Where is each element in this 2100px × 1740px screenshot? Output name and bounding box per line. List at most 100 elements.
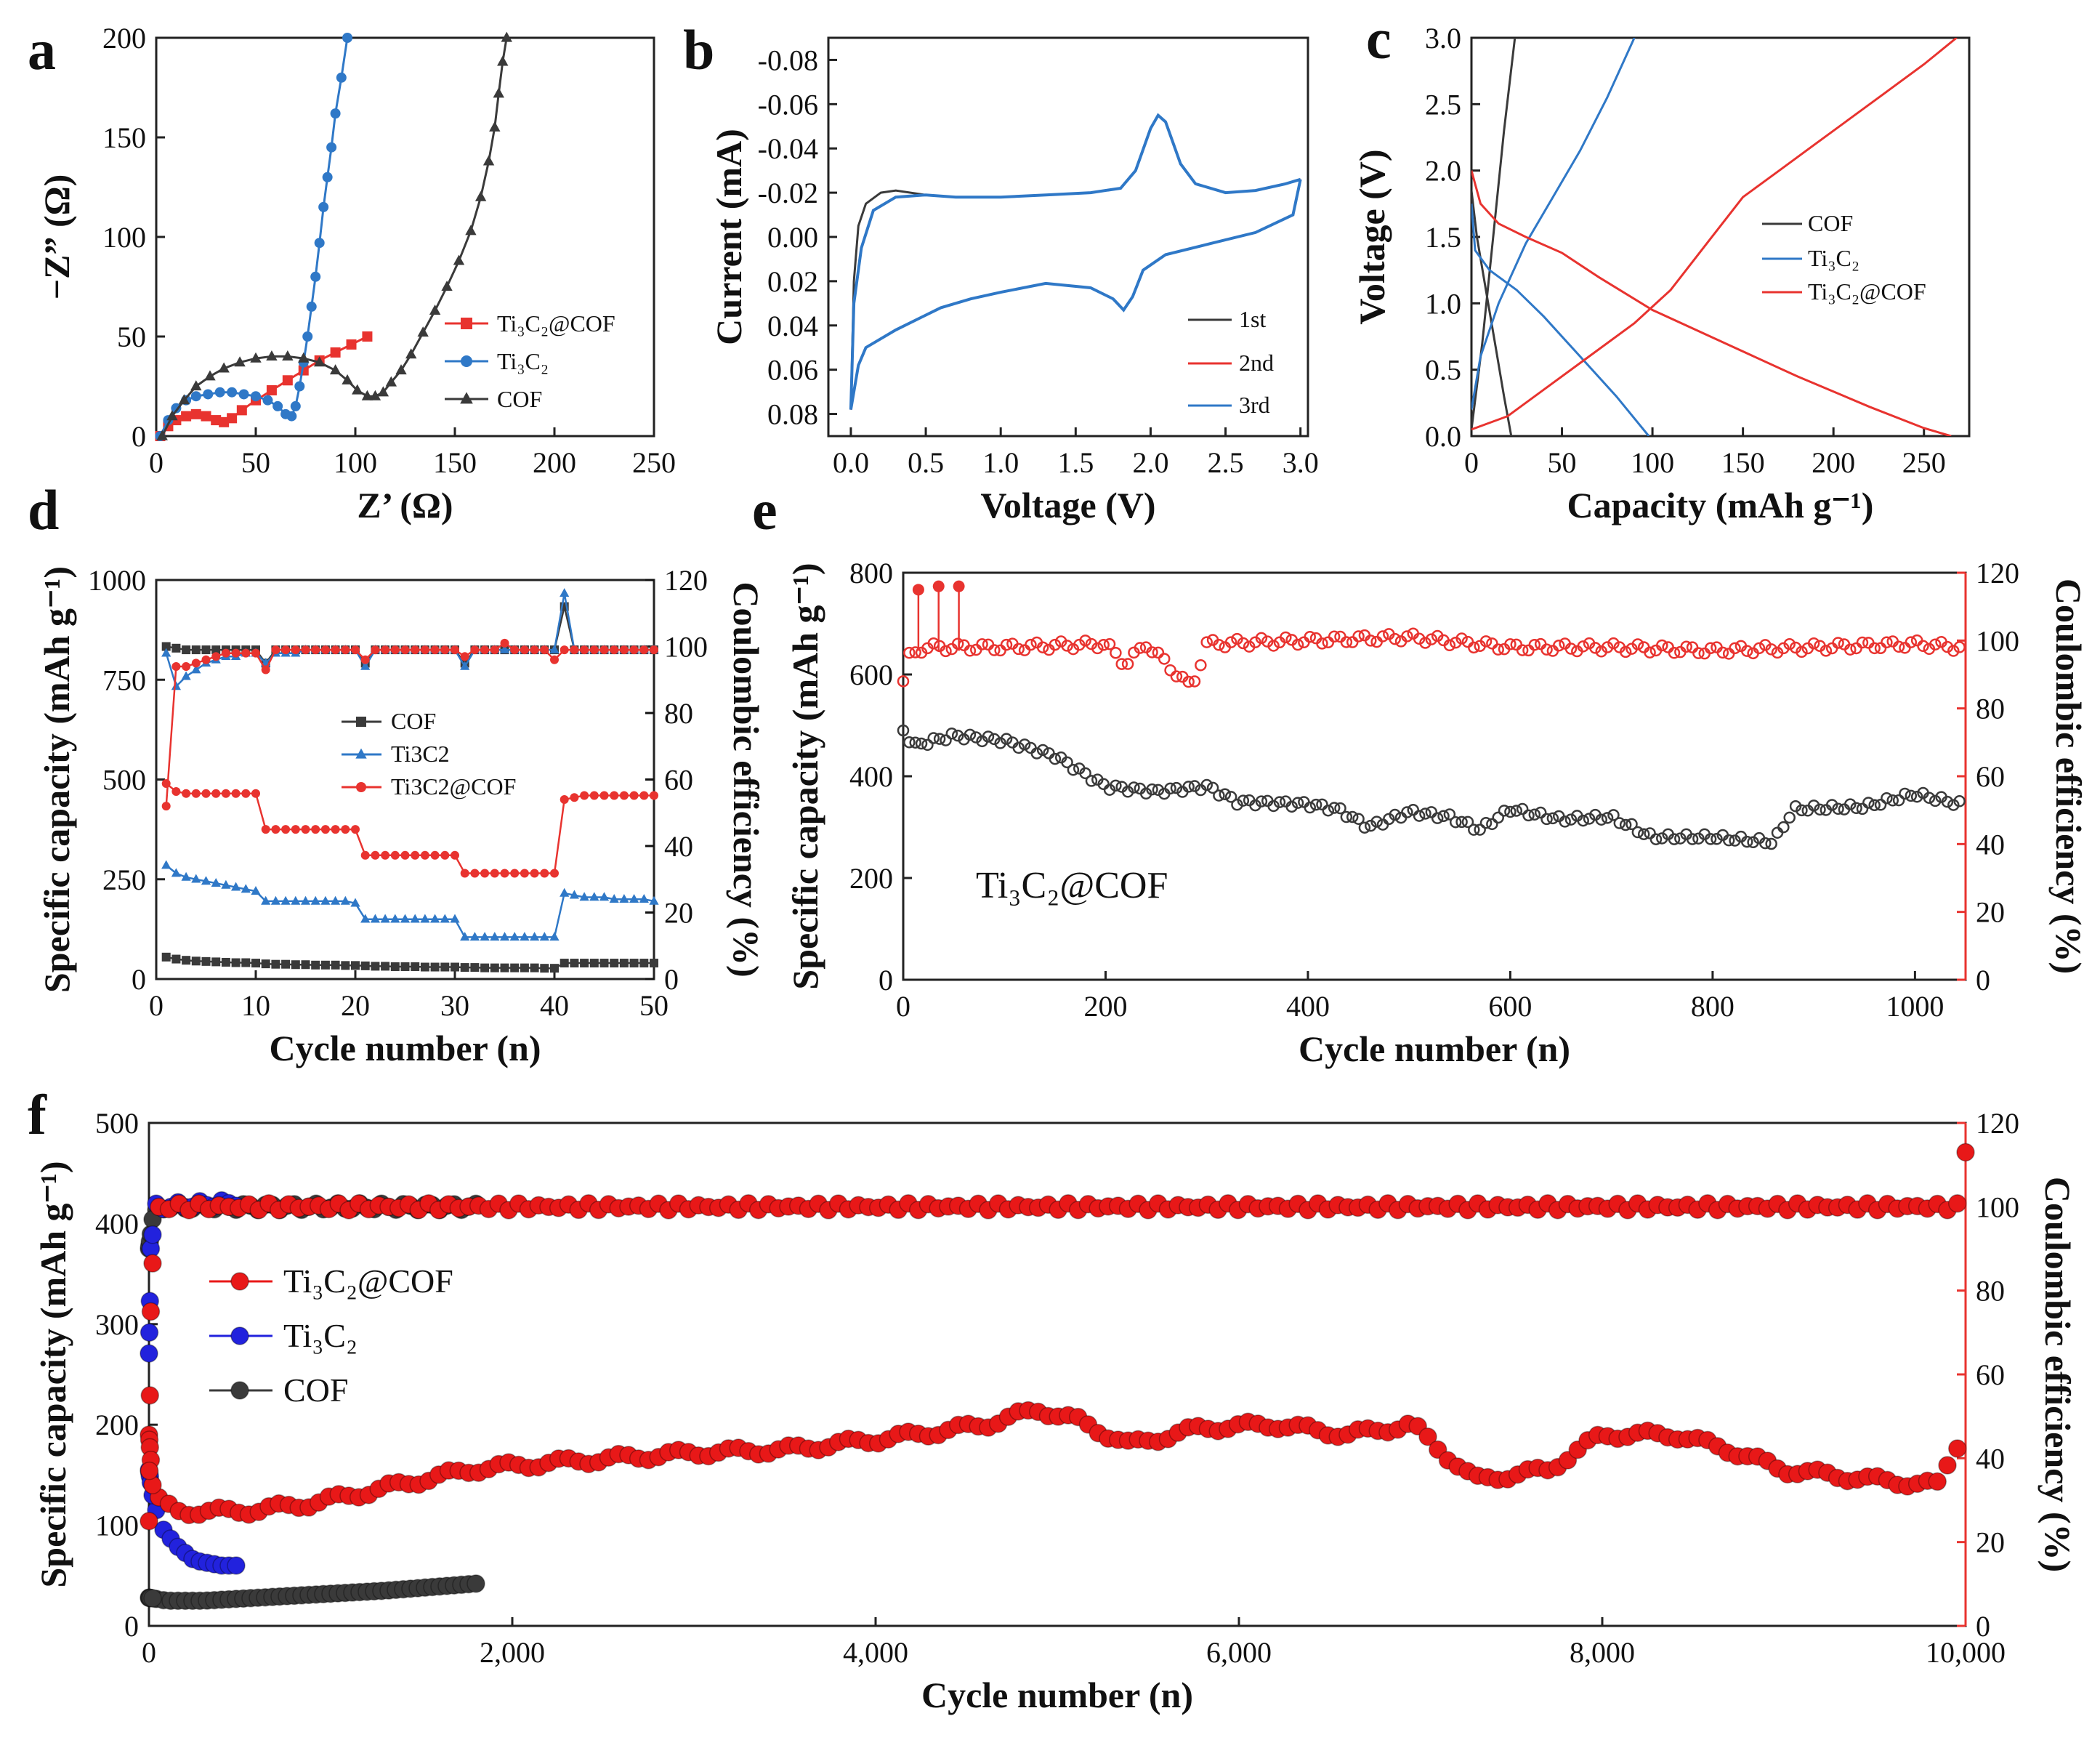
x-tick-label: 600 bbox=[1488, 990, 1532, 1023]
capacity-point bbox=[291, 825, 300, 834]
y2-tick-label: 40 bbox=[1976, 1442, 2005, 1475]
efficiency-point bbox=[140, 1386, 159, 1405]
efficiency-point bbox=[143, 1254, 162, 1273]
capacity-point bbox=[1637, 828, 1650, 840]
efficiency-point bbox=[1528, 638, 1541, 651]
capacity-point bbox=[639, 791, 649, 800]
efficiency-point bbox=[1237, 637, 1250, 650]
capacity-point bbox=[201, 789, 211, 798]
x-tick-label: 0 bbox=[142, 1636, 156, 1669]
efficiency-point bbox=[1025, 638, 1037, 651]
capacity-point bbox=[619, 791, 629, 800]
capacity-point bbox=[1079, 767, 1091, 780]
efficiency-point bbox=[311, 645, 320, 655]
capacity-point bbox=[569, 890, 579, 899]
legend-label: COF bbox=[1808, 210, 1853, 236]
efficiency-point bbox=[301, 645, 310, 655]
efficiency-point bbox=[1182, 675, 1195, 688]
x-axis-label: Cycle number (n) bbox=[269, 1028, 541, 1068]
capacity-point bbox=[1468, 823, 1480, 836]
x-tick-label: 20 bbox=[341, 989, 370, 1022]
x-tick-label: 200 bbox=[533, 446, 576, 479]
data-point bbox=[227, 413, 238, 424]
data-point bbox=[250, 352, 262, 363]
y-tick-label: 0.5 bbox=[1425, 354, 1461, 387]
capacity-point bbox=[915, 737, 928, 750]
efficiency-point bbox=[639, 645, 649, 655]
efficiency-point bbox=[1807, 637, 1820, 650]
capacity-point bbox=[589, 959, 599, 968]
efficiency-point bbox=[140, 1344, 158, 1363]
y2-tick-label: 120 bbox=[664, 564, 708, 597]
efficiency-point bbox=[1322, 636, 1335, 648]
efficiency-point bbox=[1061, 640, 1073, 652]
efficiency-point bbox=[451, 645, 459, 655]
x-tick-label: 2.0 bbox=[1132, 446, 1168, 479]
capacity-series bbox=[897, 724, 1966, 850]
x-tick-label: 1000 bbox=[1886, 990, 1944, 1023]
x-axis-label: Z’ (Ω) bbox=[357, 485, 453, 525]
data-point bbox=[214, 387, 225, 398]
x-tick-label: 40 bbox=[540, 989, 569, 1022]
capacity-point bbox=[1249, 799, 1261, 812]
capacity-point bbox=[1085, 775, 1098, 787]
panel-letter-a: a bbox=[28, 18, 56, 81]
efficiency-point bbox=[1522, 644, 1535, 657]
capacity-point bbox=[1929, 794, 1942, 807]
gcd-curve bbox=[1471, 190, 1513, 436]
capacity-point bbox=[619, 959, 629, 968]
efficiency-point bbox=[140, 1323, 159, 1342]
x-tick-label: 400 bbox=[1286, 990, 1330, 1023]
efficiency-spike-point bbox=[953, 580, 965, 592]
capacity-point bbox=[182, 789, 191, 798]
capacity-point bbox=[480, 869, 490, 878]
y-tick-label: 400 bbox=[95, 1207, 139, 1240]
capacity-point bbox=[1881, 792, 1893, 805]
efficiency-point bbox=[411, 645, 420, 655]
efficiency-point bbox=[970, 643, 982, 656]
y-tick-label: 0 bbox=[132, 963, 146, 996]
efficiency-point bbox=[1917, 640, 1929, 653]
efficiency-point bbox=[1820, 645, 1833, 657]
y2-tick-label: 20 bbox=[1976, 1526, 2005, 1559]
data-point bbox=[501, 31, 512, 42]
data-point bbox=[294, 381, 305, 392]
capacity-point bbox=[1626, 818, 1638, 831]
capacity-point bbox=[1449, 815, 1462, 829]
capacity-point bbox=[599, 892, 610, 901]
efficiency-point bbox=[1443, 639, 1456, 652]
legend-marker bbox=[355, 748, 367, 759]
data-point bbox=[266, 384, 277, 395]
y-axis-label: Current (mA) bbox=[708, 129, 749, 345]
efficiency-point bbox=[201, 645, 211, 655]
efficiency-point bbox=[560, 588, 570, 597]
capacity-point bbox=[1492, 811, 1504, 824]
efficiency-point bbox=[371, 645, 380, 655]
efficiency-point bbox=[1941, 640, 1954, 653]
capacity-point bbox=[1948, 1439, 1967, 1458]
y-tick-label: 0.02 bbox=[767, 265, 818, 298]
efficiency-point bbox=[994, 644, 1006, 657]
y-axis-label: Specific capacity (mAh g⁻¹) bbox=[785, 563, 825, 989]
x-tick-label: 6,000 bbox=[1206, 1636, 1272, 1669]
legend-marker bbox=[230, 1326, 249, 1345]
capacity-point bbox=[1419, 807, 1431, 820]
efficiency-point bbox=[420, 645, 429, 655]
capacity-point bbox=[1740, 835, 1753, 848]
capacity-point bbox=[510, 869, 520, 878]
data-point bbox=[166, 410, 178, 421]
efficiency-point bbox=[1188, 675, 1201, 688]
capacity-point bbox=[371, 962, 380, 971]
y-tick-label: 0 bbox=[132, 420, 146, 453]
efficiency-point bbox=[291, 645, 300, 655]
efficiency-point bbox=[1953, 641, 1966, 653]
capacity-point bbox=[1559, 815, 1571, 828]
y2-tick-label: 80 bbox=[1976, 1275, 2005, 1308]
efficiency-point bbox=[1255, 632, 1268, 645]
capacity-point bbox=[221, 879, 231, 889]
y-tick-label: 0.06 bbox=[767, 354, 818, 387]
capacity-point bbox=[1765, 837, 1777, 850]
data-point bbox=[429, 304, 441, 315]
x-tick-label: 30 bbox=[440, 989, 469, 1022]
